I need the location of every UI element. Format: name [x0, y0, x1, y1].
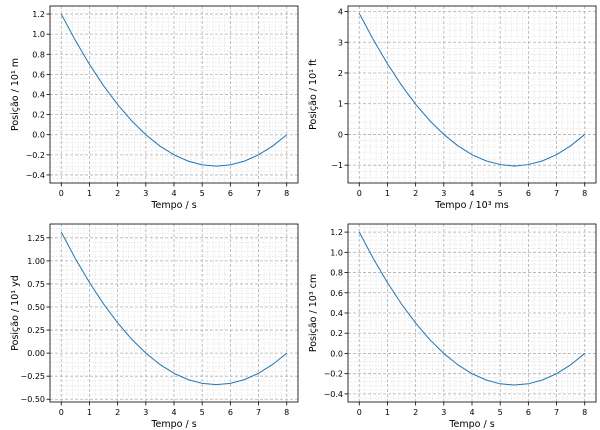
- x-tick-label: 7: [554, 408, 559, 417]
- x-tick-label: 8: [582, 189, 587, 198]
- y-tick-label: 0: [338, 130, 343, 139]
- y-tick-label: 4: [338, 8, 343, 17]
- y-axis-label: Posição / 10¹ m: [10, 58, 21, 131]
- x-tick-label: 7: [256, 189, 261, 198]
- x-tick-label: 8: [582, 408, 587, 417]
- y-tick-label: 0.6: [32, 70, 45, 79]
- x-tick-label: 1: [87, 408, 92, 417]
- x-tick-label: 1: [385, 408, 390, 417]
- x-tick-label: 2: [115, 408, 120, 417]
- y-tick-label: 0.0: [330, 349, 343, 358]
- y-tick-label: 1.00: [27, 257, 45, 266]
- x-tick-label: 4: [171, 408, 176, 417]
- x-tick-label: 6: [228, 408, 233, 417]
- x-tick-label: 3: [143, 189, 148, 198]
- x-tick-label: 0: [59, 189, 64, 198]
- x-tick-label: 2: [115, 189, 120, 198]
- chart-panel-4: 0 1 2 3 4 5 6 7 8 −0.4 −0.2 0.0 0.2 0.4 0.6 0.8 1.0 1.2 Te…: [308, 223, 597, 430]
- y-tick-label: −0.4: [324, 390, 343, 399]
- y-tick-label: 0.50: [27, 303, 45, 312]
- y-axis-label: Posição / 10¹ yd: [10, 275, 21, 350]
- y-tick-label: −0.4: [26, 171, 45, 180]
- y-tick-label: 0.4: [330, 309, 343, 318]
- y-tick-label: 0.25: [27, 326, 45, 335]
- x-axis-label: Tempo / s: [448, 419, 494, 430]
- x-tick-label: 4: [171, 189, 176, 198]
- x-tick-label: 7: [554, 189, 559, 198]
- x-tick-label: 8: [284, 189, 289, 198]
- series-line-1: [60, 13, 288, 167]
- y-tick-label: 0.8: [32, 50, 45, 59]
- x-tick-label: 3: [441, 408, 446, 417]
- x-tick-label: 5: [200, 408, 205, 417]
- y-tick-label: 1.25: [27, 234, 45, 243]
- x-tick-label: 3: [441, 189, 446, 198]
- major-grid: [348, 6, 596, 183]
- y-tick-label: −1: [331, 161, 343, 170]
- y-tick-label: 1: [338, 100, 343, 109]
- y-tick-label: 0.4: [32, 91, 45, 100]
- major-grid: [348, 224, 596, 402]
- y-tick-label: 1.0: [32, 30, 45, 39]
- series-line-1: [358, 13, 586, 167]
- y-tick-label: 0.2: [32, 111, 45, 120]
- x-axis-label: Tempo / s: [150, 200, 196, 211]
- y-tick-label: −0.2: [324, 370, 343, 379]
- y-tick-label: 3: [338, 38, 343, 47]
- x-tick-label: 3: [143, 408, 148, 417]
- x-tick-label: 5: [498, 408, 503, 417]
- x-tick-label: 2: [413, 408, 418, 417]
- x-tick-label: 6: [526, 408, 531, 417]
- x-axis-label: Tempo / 10³ ms: [434, 200, 509, 211]
- x-tick-label: 0: [59, 408, 64, 417]
- x-tick-label: 1: [87, 189, 92, 198]
- chart-panel-2: 0 1 2 3 4 5 6 7 8 −1 0 1 2 3 4 Tempo / 10³ ms Posição / …: [308, 5, 597, 211]
- x-tick-label: 0: [357, 189, 362, 198]
- series-line-1: [358, 231, 586, 386]
- x-axis-label: Tempo / s: [150, 419, 196, 430]
- x-tick-label: 5: [498, 189, 503, 198]
- y-tick-label: −0.25: [20, 372, 45, 381]
- y-tick-label: 0.75: [27, 280, 45, 289]
- x-tick-label: 4: [469, 189, 474, 198]
- y-tick-label: 0.8: [330, 269, 343, 278]
- x-tick-label: 8: [284, 408, 289, 417]
- y-tick-label: 2: [338, 69, 343, 78]
- chart-panel-1: 0 1 2 3 4 5 6 7 8 −0.4 −0.2 0.0 0.2 0.4 0.6 0.8 1.0 1.2 Te…: [10, 5, 299, 211]
- y-axis-label: Posição / 10¹ ft: [308, 59, 319, 130]
- major-grid: [50, 224, 298, 402]
- y-tick-label: 1.0: [330, 248, 343, 257]
- y-tick-label: 1.2: [32, 10, 45, 19]
- x-tick-label: 7: [256, 408, 261, 417]
- y-tick-label: 0.0: [32, 131, 45, 140]
- y-tick-label: 0.00: [27, 349, 45, 358]
- x-tick-label: 6: [526, 189, 531, 198]
- y-tick-label: 0.2: [330, 329, 343, 338]
- y-axis-label: Posição / 10³ cm: [308, 274, 319, 352]
- y-tick-label: 0.6: [330, 289, 343, 298]
- series-line-1: [60, 231, 288, 386]
- major-grid: [50, 6, 298, 183]
- y-tick-label: 1.2: [330, 228, 343, 237]
- x-tick-label: 1: [385, 189, 390, 198]
- y-tick-label: −0.2: [26, 151, 45, 160]
- y-tick-label: −0.50: [20, 395, 45, 404]
- x-tick-label: 5: [200, 189, 205, 198]
- x-tick-label: 6: [228, 189, 233, 198]
- x-tick-label: 4: [469, 408, 474, 417]
- x-tick-label: 0: [357, 408, 362, 417]
- x-tick-label: 2: [413, 189, 418, 198]
- chart-panel-3: 0 1 2 3 4 5 6 7 8 −0.50 −0.25 0.00 0.25 0.50 0.75 1.00 1…: [10, 223, 299, 430]
